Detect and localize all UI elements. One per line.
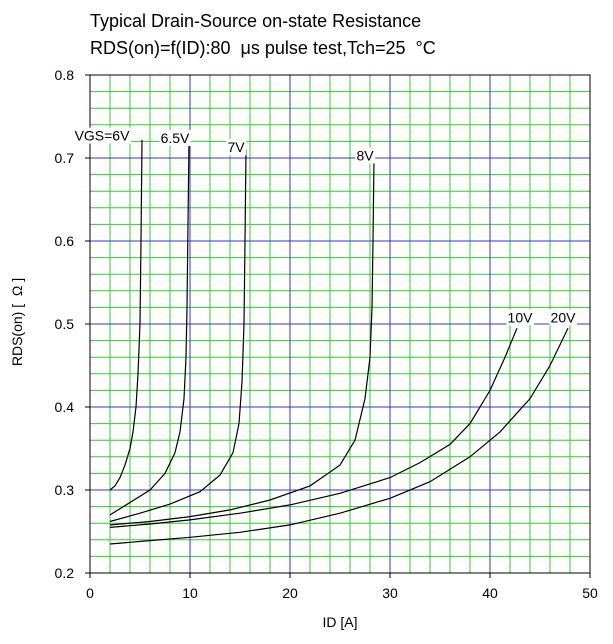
- series-label-1: 6.5V: [161, 130, 190, 146]
- x-tick-label: 0: [86, 585, 94, 601]
- series-line-2: [109, 149, 247, 523]
- series-label-bg: [549, 309, 578, 326]
- x-tick-label: 30: [382, 585, 398, 601]
- x-tick-label: 50: [582, 585, 598, 601]
- series-line-3: [109, 157, 375, 526]
- y-tick-label: 0.2: [55, 565, 75, 581]
- series-lines: [109, 139, 569, 545]
- y-tick-label: 0.7: [55, 150, 75, 166]
- series-label-2: 7V: [227, 139, 245, 155]
- series-label-bg: [159, 130, 192, 147]
- series-label-4: 10V: [508, 309, 534, 325]
- axis-ticks: 0 10 20 30 40 50 0.2 0.3 0.4 0.5 0.6 0.7 0.8: [55, 67, 598, 601]
- x-tick-label: 10: [182, 585, 198, 601]
- series-label-bg: [226, 139, 247, 156]
- series-label-0: VGS=6V: [75, 128, 131, 144]
- chart-title: Typical Drain-Source on-state Resistance: [90, 11, 421, 31]
- series-label-bg: [355, 147, 376, 164]
- series-line-1: [109, 141, 190, 516]
- y-tick-label: 0.8: [55, 67, 75, 83]
- series-label-5: 20V: [551, 309, 577, 325]
- series-label-3: 8V: [356, 147, 374, 163]
- series-labels: VGS=6V 6.5V 7V 8V 10V 20V: [73, 127, 578, 326]
- series-line-0: [109, 139, 143, 491]
- y-tick-label: 0.6: [55, 233, 75, 249]
- y-tick-label: 0.4: [55, 399, 75, 415]
- y-tick-label: 0.5: [55, 316, 75, 332]
- x-tick-label: 40: [482, 585, 498, 601]
- x-tick-label: 20: [282, 585, 298, 601]
- chart-subtitle: RDS(on)=f(ID):80 μs pulse test,Tch=25 °C: [90, 38, 436, 58]
- series-label-bg: [73, 127, 132, 144]
- y-axis-label: RDS(on) [ Ω ]: [9, 278, 25, 366]
- series-line-4: [109, 327, 518, 528]
- series-label-bg: [506, 309, 535, 326]
- series-line-5: [109, 327, 569, 545]
- x-axis-label: ID [A]: [322, 614, 357, 630]
- y-tick-label: 0.3: [55, 482, 75, 498]
